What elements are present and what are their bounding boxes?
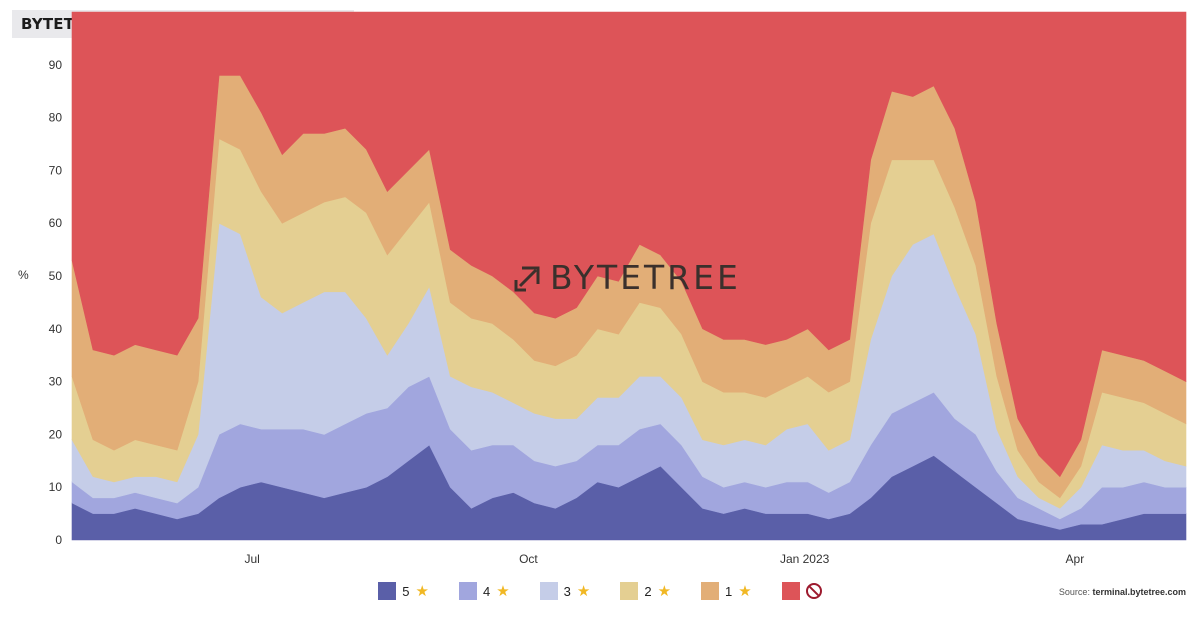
source-site: terminal.bytetree.com — [1092, 587, 1186, 597]
x-tick-0: Jul — [244, 552, 259, 566]
series-area-6 — [71, 11, 1187, 478]
y-tick-20: 20 — [49, 427, 63, 441]
y-tick-80: 80 — [49, 111, 63, 125]
y-tick-10: 10 — [49, 480, 63, 494]
bytetree-logo-icon — [514, 266, 540, 292]
legend-item-3[interactable]: 3 ★ — [539, 582, 591, 600]
watermark: BYTETREE — [514, 258, 741, 297]
no-entry-icon — [805, 583, 822, 599]
legend-item-4[interactable]: 2 ★ — [620, 582, 671, 600]
x-tick-3: Apr — [1066, 552, 1085, 566]
legend-swatch — [458, 582, 477, 600]
y-tick-60: 60 — [49, 216, 63, 230]
source-note: Source: terminal.bytetree.com — [1059, 587, 1186, 597]
legend-label: 4 — [482, 583, 491, 599]
area-series — [71, 11, 1187, 541]
y-tick-50: 50 — [49, 269, 63, 283]
legend-item-2[interactable]: 4 ★ — [458, 582, 510, 600]
y-tick-0: 0 — [55, 533, 62, 547]
x-axis-ticks: Jul Oct Jan 2023 Apr — [244, 552, 1084, 566]
legend-item-1[interactable]: 5 ★ — [378, 582, 429, 600]
legend: 5 ★ 4 ★ 3 ★ 2 ★ 1 ★ — [0, 582, 1200, 600]
legend-label: 1 — [725, 583, 733, 599]
x-tick-1: Oct — [519, 552, 538, 566]
legend-swatch — [701, 582, 720, 600]
legend-label: 5 — [402, 583, 410, 599]
legend-swatch — [539, 582, 558, 600]
y-axis-ticks: 0 10 20 30 40 50 60 70 80 90 — [49, 58, 63, 547]
legend-item-6[interactable] — [781, 582, 822, 600]
star-icon: ★ — [576, 582, 591, 600]
legend-item-5[interactable]: 1 ★ — [701, 582, 752, 600]
source-label: Source: — [1058, 587, 1093, 597]
y-tick-90: 90 — [49, 58, 63, 72]
legend-swatch — [378, 582, 397, 600]
star-icon: ★ — [415, 582, 429, 600]
legend-swatch — [781, 582, 800, 600]
legend-label: 2 — [644, 583, 652, 599]
x-tick-2: Jan 2023 — [780, 552, 830, 566]
y-axis-label: % — [18, 268, 29, 282]
legend-swatch — [620, 582, 639, 600]
legend-label: 3 — [563, 583, 571, 599]
star-icon: ★ — [738, 582, 752, 600]
y-tick-70: 70 — [49, 163, 63, 177]
y-tick-40: 40 — [49, 322, 63, 336]
star-icon: ★ — [657, 582, 672, 600]
watermark-text: BYTETREE — [550, 258, 741, 297]
y-tick-30: 30 — [49, 375, 63, 389]
star-icon: ★ — [496, 582, 510, 600]
